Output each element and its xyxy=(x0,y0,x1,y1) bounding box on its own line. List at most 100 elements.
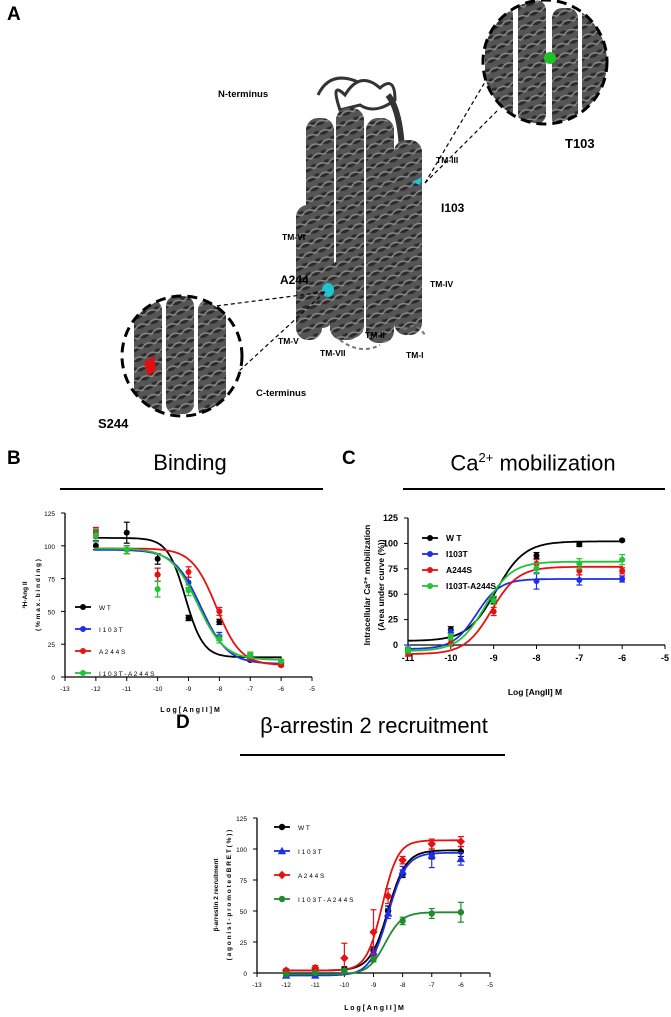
label-n-terminus: N-terminus xyxy=(218,89,268,100)
panel-c-title-ca: Ca xyxy=(450,450,479,476)
chart-d-point xyxy=(369,927,378,937)
chart-d-xtick-label: -6 xyxy=(458,982,464,989)
chart-c-ylabel-2: (Area under curve (%)) xyxy=(376,539,386,630)
chart-b-point xyxy=(185,614,192,621)
chart-d-point xyxy=(282,971,290,978)
s244-zoom-circle xyxy=(120,294,244,418)
panel-c-title-rest: mobilization xyxy=(493,450,616,476)
chart-d-legend-label: A 2 4 4 S xyxy=(298,873,325,880)
chart-d-legend-marker xyxy=(277,846,287,855)
chart-b-legend-marker xyxy=(80,604,86,610)
panel-a-structure: N-terminus TM-III T103 I103 TM-VI A244 T… xyxy=(98,0,609,431)
chart-c-fit-line xyxy=(408,565,623,655)
chart-c-fit-line xyxy=(408,540,623,642)
chart-d-xtick-label: -11 xyxy=(311,982,320,989)
chart-b-point xyxy=(154,555,161,562)
chart-c-xtick-label: -8 xyxy=(532,653,540,663)
chart-c-point xyxy=(619,575,626,582)
chart-d-point xyxy=(427,839,436,849)
chart-d-legend-marker xyxy=(277,870,287,880)
chart-d-xtick-label: -8 xyxy=(400,982,406,989)
a244-marker xyxy=(322,283,334,297)
chart-b-point xyxy=(123,546,130,553)
panel-d-letter: D xyxy=(176,712,190,733)
label-c-terminus: C-terminus xyxy=(256,388,306,399)
panel-c-title-sup: 2+ xyxy=(478,450,494,465)
t103-green-marker xyxy=(544,52,556,64)
chart-c-legend-marker xyxy=(427,551,433,557)
chart-b-legend-marker xyxy=(80,670,86,676)
chart-d-ylabel-2: ( a g o n i s t - p r o m o t e d B R E … xyxy=(226,830,233,961)
chart-d-point xyxy=(383,909,393,917)
chart-b-ytick-label: 125 xyxy=(44,511,55,518)
chart-d-legend-label: W T xyxy=(298,825,310,832)
chart-b-xlabel: L o g [ A n g I I ] M xyxy=(160,707,220,714)
receptor-ribbon xyxy=(296,76,426,350)
s244-red-marker xyxy=(144,356,156,376)
chart-b-point xyxy=(216,635,223,642)
chart-b-xtick-label: -10 xyxy=(153,686,163,693)
panel-b-letter: B xyxy=(7,448,21,469)
chart-d-point xyxy=(398,867,407,875)
chart-c-point xyxy=(619,537,626,544)
chart-b-series-3 xyxy=(92,528,285,665)
panel-d-title-rule xyxy=(240,754,505,756)
panel-c-letter: C xyxy=(342,448,356,469)
chart-b-legend-label: A 2 4 4 S xyxy=(99,649,126,656)
chart-b-point xyxy=(92,542,99,549)
chart-d-ytick-label: 50 xyxy=(240,909,248,916)
chart-c-legend-marker xyxy=(427,583,433,589)
chart-b-point xyxy=(154,586,161,593)
chart-d-point xyxy=(428,910,435,917)
chart-c-point xyxy=(533,577,540,584)
chart-d-legend-label: I 1 0 3 T - A 2 4 4 S xyxy=(298,897,354,904)
chart-d-xtick-label: -7 xyxy=(429,982,435,989)
panel-a-letter: A xyxy=(7,4,21,25)
chart-c-point xyxy=(619,556,626,563)
chart-b-ytick-label: 75 xyxy=(48,577,56,584)
chart-b-ylabel-1: ³H-Ang II xyxy=(22,581,29,608)
chart-b-point xyxy=(92,532,99,539)
chart-b-point xyxy=(216,608,223,615)
chart-d-point xyxy=(341,967,348,974)
chart-d-series-2 xyxy=(281,835,466,975)
chart-b-legend-marker xyxy=(80,648,86,654)
chart-c-legend-marker xyxy=(427,567,433,573)
chart-b-xtick-label: -11 xyxy=(122,686,131,693)
chart-c-point xyxy=(490,608,497,615)
panel-b-title-rule xyxy=(60,488,323,490)
label-tm4: TM-IV xyxy=(430,279,453,289)
chart-c-ytick-label: 75 xyxy=(388,564,398,574)
label-tm6: TM-VI xyxy=(282,232,305,242)
chart-c-xtick-label: -5 xyxy=(661,653,669,663)
chart-b-xtick-label: -7 xyxy=(247,686,253,693)
chart-b-point xyxy=(185,587,192,594)
chart-b-legend-label: W T xyxy=(99,605,111,612)
chart-d-point xyxy=(456,854,466,863)
i103-marker xyxy=(412,177,422,185)
chart-d-xtick-label: -13 xyxy=(252,982,262,989)
chart-c-legend-label: A244S xyxy=(446,565,472,575)
chart-b-ytick-label: 25 xyxy=(48,642,56,649)
label-tm2: TM-II xyxy=(365,330,385,340)
chart-d-xtick-label: -10 xyxy=(340,982,350,989)
chart-c-point xyxy=(619,567,626,574)
chart-d-xtick-label: -12 xyxy=(281,982,291,989)
chart-b-xtick-label: -9 xyxy=(186,686,192,693)
label-tm1: TM-I xyxy=(406,350,423,360)
chart-d-point xyxy=(370,956,377,963)
chart-b-legend-label: I 1 0 3 T - A 2 4 4 S xyxy=(99,671,155,678)
panel-c-title-rule xyxy=(403,488,665,490)
chart-b-point xyxy=(154,571,161,578)
chart-b-ytick-label: 50 xyxy=(48,609,56,616)
label-tm5: TM-V xyxy=(278,336,299,346)
chart-c-ytick-label: 25 xyxy=(388,615,398,625)
chart-c-xtick-label: -9 xyxy=(490,653,498,663)
chart-b-xtick-label: -6 xyxy=(278,686,284,693)
label-s244: S244 xyxy=(98,416,129,431)
chart-c-ytick-label: 100 xyxy=(383,538,398,548)
label-a244: A244 xyxy=(280,273,309,287)
chart-d-point xyxy=(340,953,349,963)
chart-d-ytick-label: 125 xyxy=(236,816,247,823)
